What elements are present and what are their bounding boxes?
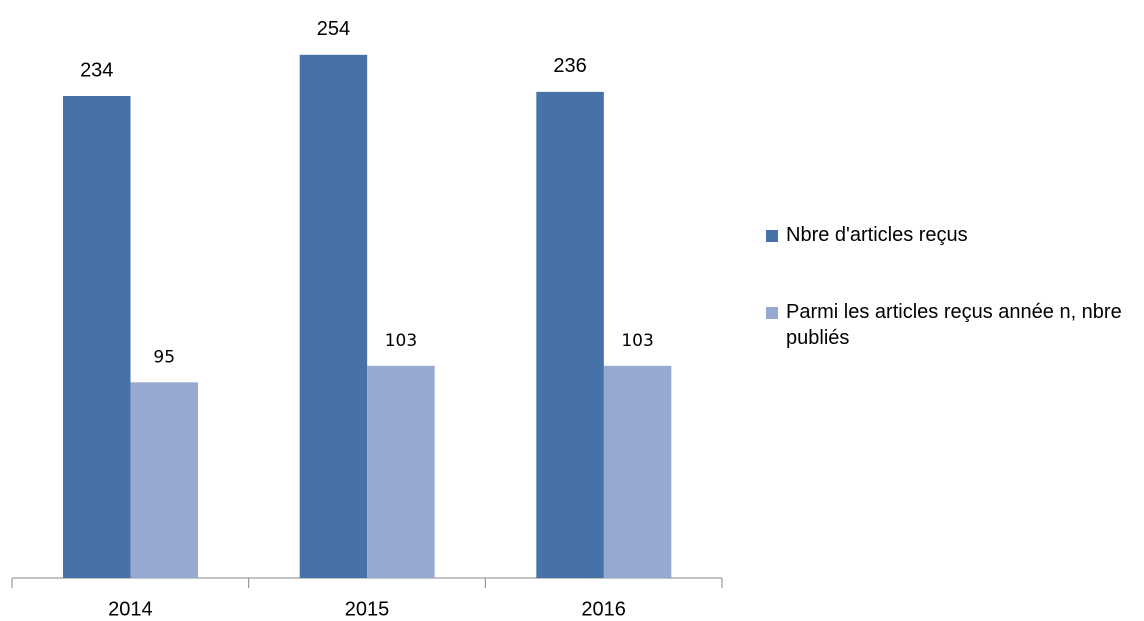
bar [367, 365, 435, 578]
data-label: 234 [80, 59, 113, 81]
bar [299, 54, 368, 579]
legend: Nbre d'articles reçus Parmi les articles … [766, 222, 1144, 402]
bar [130, 382, 198, 578]
bar [603, 365, 672, 578]
bar [536, 91, 604, 578]
legend-swatch [766, 230, 778, 242]
legend-entry: Nbre d'articles reçus [766, 222, 1143, 248]
data-label: 103 [385, 331, 417, 351]
x-tick-label: 2016 [581, 598, 626, 620]
x-tick-label: 2014 [108, 598, 153, 620]
data-label: 103 [621, 331, 653, 351]
bar [63, 96, 131, 578]
legend-entry: Parmi les articles reçus année n, nbre p… [766, 299, 1143, 351]
data-label: 95 [153, 347, 175, 367]
data-label: 254 [317, 18, 350, 40]
chart: 2014 234 95 2015 254 103 2016 236 103 [11, 18, 723, 620]
x-tick-label: 2015 [345, 598, 390, 620]
legend-label: Parmi les articles reçus année n, nbre p… [786, 301, 1122, 349]
legend-label: Nbre d'articles reçus [786, 224, 968, 246]
legend-swatch [766, 307, 778, 319]
data-label: 236 [553, 55, 586, 77]
